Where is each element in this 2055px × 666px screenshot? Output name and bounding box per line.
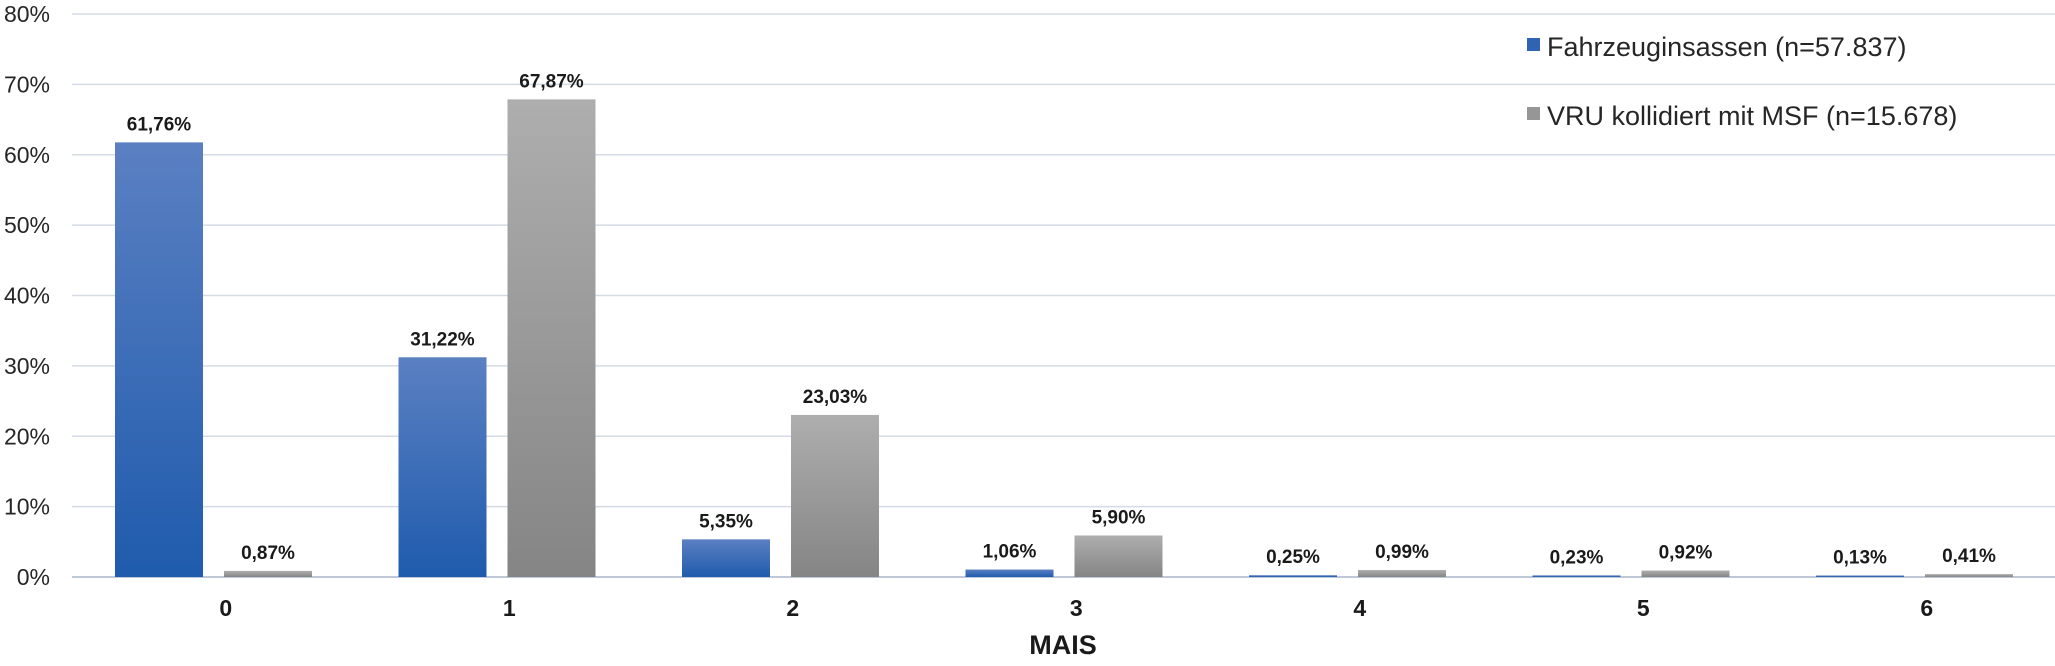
y-tick-label: 20% xyxy=(4,423,50,449)
x-tick-label: 6 xyxy=(1920,595,1933,621)
bar-fahrzeuginsassen-6 xyxy=(1816,575,1904,577)
legend-label: Fahrzeuginsassen (n=57.837) xyxy=(1547,32,1906,62)
data-label: 23,03% xyxy=(803,387,868,408)
y-tick-label: 80% xyxy=(4,1,50,27)
bar-fahrzeuginsassen-5 xyxy=(1532,575,1621,577)
x-tick-label: 4 xyxy=(1353,595,1366,621)
bar-vru-0 xyxy=(224,570,312,577)
bar-fahrzeuginsassen-3 xyxy=(965,569,1054,577)
y-tick-label: 40% xyxy=(4,283,50,309)
y-tick-label: 30% xyxy=(4,353,50,379)
bar-fahrzeuginsassen-0 xyxy=(115,142,203,577)
gridlines xyxy=(72,13,2055,578)
data-label: 5,90% xyxy=(1092,507,1146,528)
data-label: 1,06% xyxy=(983,542,1037,563)
data-label: 0,99% xyxy=(1375,542,1429,563)
x-tick-label: 2 xyxy=(786,595,799,621)
bar-vru-1 xyxy=(507,99,596,578)
bars xyxy=(115,99,2013,578)
legend-swatch xyxy=(1527,107,1540,120)
data-label: 0,13% xyxy=(1833,548,1887,569)
x-tick-label: 3 xyxy=(1070,595,1083,621)
data-label: 0,87% xyxy=(241,543,295,564)
x-axis-title: MAIS xyxy=(1029,630,1097,660)
legend: Fahrzeuginsassen (n=57.837) VRU kollidier… xyxy=(1527,32,1957,131)
bar-fahrzeuginsassen-4 xyxy=(1249,575,1337,577)
bar-vru-2 xyxy=(791,414,879,577)
y-axis-ticks: 0% 10% 20% 30% 40% 50% 60% 70% 80% xyxy=(4,1,50,590)
y-tick-label: 60% xyxy=(4,142,50,168)
x-tick-label: 0 xyxy=(219,595,232,621)
y-tick-label: 0% xyxy=(17,564,50,590)
data-label: 5,35% xyxy=(699,511,753,532)
x-tick-label: 5 xyxy=(1637,595,1650,621)
x-tick-label: 1 xyxy=(503,595,516,621)
bar-vru-4 xyxy=(1358,570,1446,577)
data-label: 61,76% xyxy=(127,114,192,135)
data-labels: 61,76% 31,22% 5,35% 1,06% 0,25% 0,23% 0,13% 0,8… xyxy=(127,71,1996,568)
bar-vru-6 xyxy=(1925,574,2013,577)
bar-fahrzeuginsassen-1 xyxy=(398,357,487,577)
bar-fahrzeuginsassen-2 xyxy=(682,539,770,577)
x-axis-ticks: 0 1 2 3 4 5 6 xyxy=(219,595,1933,621)
y-tick-label: 50% xyxy=(4,212,50,238)
data-label: 0,23% xyxy=(1550,547,1604,568)
data-label: 31,22% xyxy=(410,329,475,350)
data-label: 0,92% xyxy=(1659,543,1713,564)
bar-vru-5 xyxy=(1641,570,1730,577)
data-label: 67,87% xyxy=(519,71,584,92)
y-tick-label: 10% xyxy=(4,494,50,520)
legend-swatch xyxy=(1527,38,1540,51)
data-label: 0,25% xyxy=(1266,547,1320,568)
y-tick-label: 70% xyxy=(4,71,50,97)
data-label: 0,41% xyxy=(1942,546,1996,567)
legend-label: VRU kollidiert mit MSF (n=15.678) xyxy=(1547,101,1957,131)
bar-vru-3 xyxy=(1074,535,1163,577)
